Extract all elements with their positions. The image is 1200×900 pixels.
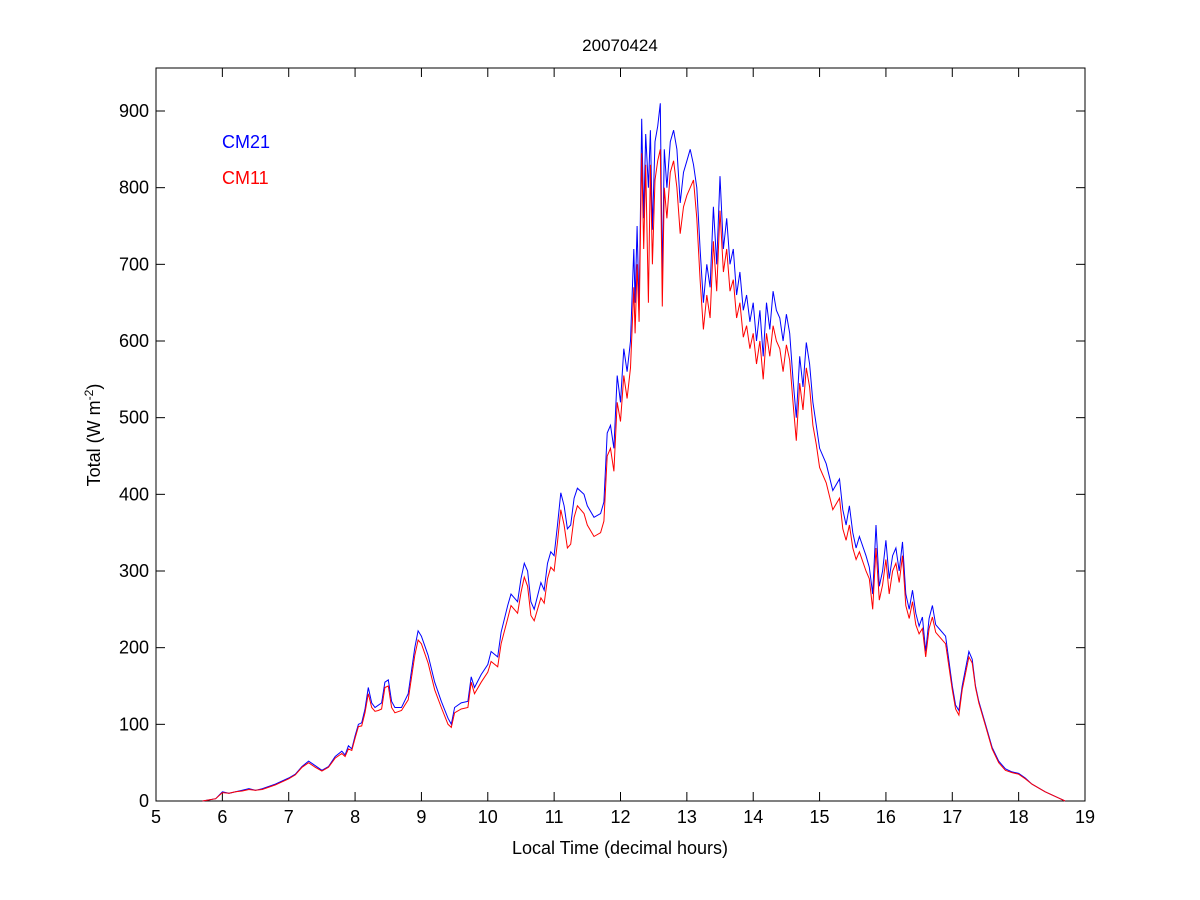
y-tick-label: 200 <box>119 638 149 658</box>
y-axis-label-close: ) <box>84 384 104 390</box>
x-tick-label: 9 <box>416 807 426 827</box>
x-tick-label: 5 <box>151 807 161 827</box>
x-tick-label: 19 <box>1075 807 1095 827</box>
y-tick-label: 900 <box>119 101 149 121</box>
y-axis-label: Total (W m-2) <box>82 384 104 487</box>
x-tick-label: 8 <box>350 807 360 827</box>
y-axis-label-main: Total (W m <box>84 400 104 486</box>
x-tick-label: 10 <box>478 807 498 827</box>
y-axis-label-exponent: -2 <box>82 389 96 400</box>
y-tick-label: 800 <box>119 178 149 198</box>
x-tick-label: 18 <box>1009 807 1029 827</box>
y-tick-label: 700 <box>119 254 149 274</box>
y-tick-label: 0 <box>139 791 149 811</box>
legend-label-cm11: CM11 <box>222 168 269 188</box>
legend-label-cm21: CM21 <box>222 132 270 152</box>
x-tick-label: 6 <box>217 807 227 827</box>
x-tick-label: 13 <box>677 807 697 827</box>
data-lines <box>202 103 1066 802</box>
plot-area <box>155 67 1086 802</box>
series-line-cm11 <box>202 149 1066 802</box>
x-tick-label: 16 <box>876 807 896 827</box>
y-tick-label: 400 <box>119 484 149 504</box>
y-tick-label: 600 <box>119 331 149 351</box>
x-tick-label: 7 <box>284 807 294 827</box>
chart-title: 20070424 <box>582 36 658 55</box>
y-tick-label: 100 <box>119 714 149 734</box>
x-tick-label: 15 <box>810 807 830 827</box>
x-tick-label: 17 <box>942 807 962 827</box>
y-tick-label: 500 <box>119 408 149 428</box>
y-tick-label: 300 <box>119 561 149 581</box>
x-tick-label: 14 <box>743 807 763 827</box>
x-tick-label: 12 <box>610 807 630 827</box>
x-axis-label: Local Time (decimal hours) <box>512 838 728 858</box>
x-tick-label: 11 <box>545 807 564 827</box>
axis-ticks: 5 6 7 8 9 10 11 12 13 14 15 16 17 18 19 0 100 200 300 400 50… <box>119 68 1095 827</box>
